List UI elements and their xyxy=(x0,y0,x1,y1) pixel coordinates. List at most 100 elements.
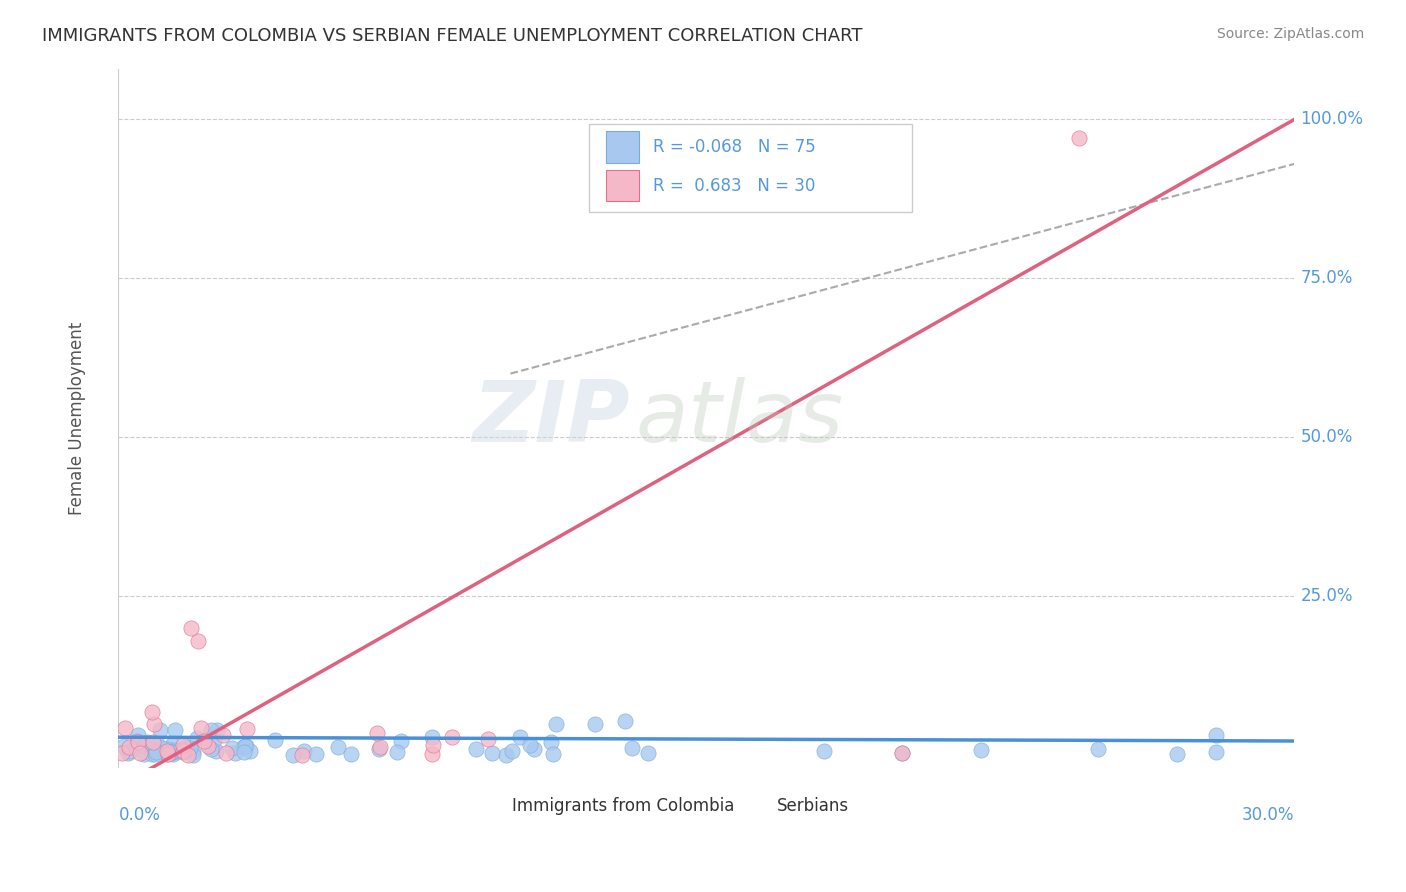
Point xyxy=(127,734,149,748)
FancyBboxPatch shape xyxy=(589,125,912,212)
Point xyxy=(366,726,388,740)
Point xyxy=(141,747,163,761)
Point xyxy=(141,706,163,720)
Point xyxy=(291,747,314,762)
Point xyxy=(546,716,568,731)
Point xyxy=(129,746,152,760)
Point xyxy=(200,723,222,737)
Point xyxy=(495,747,517,762)
Point xyxy=(112,739,135,753)
Point xyxy=(172,738,194,752)
Point xyxy=(172,741,194,756)
Text: 100.0%: 100.0% xyxy=(1301,111,1364,128)
FancyBboxPatch shape xyxy=(735,794,769,818)
Point xyxy=(292,744,315,758)
Point xyxy=(215,746,238,760)
Point xyxy=(156,744,179,758)
Point xyxy=(481,746,503,760)
Point xyxy=(143,747,166,761)
FancyBboxPatch shape xyxy=(606,169,640,202)
Point xyxy=(114,722,136,736)
Point xyxy=(637,746,659,760)
Text: 0.0%: 0.0% xyxy=(118,806,160,824)
Text: atlas: atlas xyxy=(636,376,844,459)
Point xyxy=(145,737,167,751)
Point xyxy=(389,733,412,747)
Point xyxy=(205,744,228,758)
Point xyxy=(523,742,546,756)
Point xyxy=(1205,745,1227,759)
Point xyxy=(141,741,163,756)
Point xyxy=(477,731,499,746)
Point xyxy=(233,745,256,759)
Point xyxy=(187,633,209,648)
Point xyxy=(200,742,222,756)
Text: IMMIGRANTS FROM COLOMBIA VS SERBIAN FEMALE UNEMPLOYMENT CORRELATION CHART: IMMIGRANTS FROM COLOMBIA VS SERBIAN FEMA… xyxy=(42,27,863,45)
Point xyxy=(970,743,993,757)
Point xyxy=(1087,742,1109,756)
Point xyxy=(160,745,183,759)
Text: Source: ZipAtlas.com: Source: ZipAtlas.com xyxy=(1216,27,1364,41)
Point xyxy=(212,728,235,742)
Point xyxy=(145,745,167,759)
Point xyxy=(179,741,201,756)
Point xyxy=(224,747,246,761)
Point xyxy=(281,747,304,762)
Point xyxy=(181,745,204,759)
Point xyxy=(205,723,228,737)
Point xyxy=(1166,747,1188,762)
Point xyxy=(197,739,219,754)
FancyBboxPatch shape xyxy=(471,794,505,818)
Point xyxy=(1205,728,1227,742)
Point xyxy=(193,734,215,748)
Point xyxy=(420,747,443,762)
Point xyxy=(143,716,166,731)
Point xyxy=(174,739,197,754)
Point xyxy=(519,738,541,752)
Text: Immigrants from Colombia: Immigrants from Colombia xyxy=(512,797,735,814)
Point xyxy=(368,740,391,755)
Point xyxy=(583,716,606,731)
Point xyxy=(543,747,565,761)
Text: 75.0%: 75.0% xyxy=(1301,269,1353,287)
Text: 50.0%: 50.0% xyxy=(1301,428,1353,446)
Point xyxy=(891,746,914,760)
Point xyxy=(441,731,464,745)
Point xyxy=(1067,131,1090,145)
Point xyxy=(180,621,202,635)
Point xyxy=(111,746,134,760)
Point xyxy=(163,745,186,759)
Point xyxy=(118,739,141,754)
Point xyxy=(127,728,149,742)
Point xyxy=(509,730,531,744)
Point xyxy=(181,747,204,762)
Point xyxy=(264,732,287,747)
Point xyxy=(150,741,173,756)
Point xyxy=(613,714,636,728)
Point xyxy=(221,741,243,756)
Point xyxy=(157,741,180,756)
Point xyxy=(162,745,184,759)
Point xyxy=(621,741,644,756)
Point xyxy=(132,739,155,753)
Point xyxy=(339,747,361,762)
Point xyxy=(141,735,163,749)
Point xyxy=(420,731,443,745)
Point xyxy=(304,747,326,761)
Text: 30.0%: 30.0% xyxy=(1241,806,1295,824)
Text: 25.0%: 25.0% xyxy=(1301,587,1353,605)
Point xyxy=(465,741,488,756)
Point xyxy=(190,721,212,735)
Text: R = -0.068   N = 75: R = -0.068 N = 75 xyxy=(654,138,817,156)
Point xyxy=(236,722,259,736)
Point xyxy=(368,742,391,756)
Point xyxy=(156,747,179,761)
Point xyxy=(162,742,184,756)
Point xyxy=(148,723,170,737)
Point xyxy=(117,746,139,760)
Text: ZIP: ZIP xyxy=(472,376,630,459)
Point xyxy=(120,744,142,758)
Point xyxy=(239,744,262,758)
Point xyxy=(235,739,257,753)
Point xyxy=(162,738,184,752)
